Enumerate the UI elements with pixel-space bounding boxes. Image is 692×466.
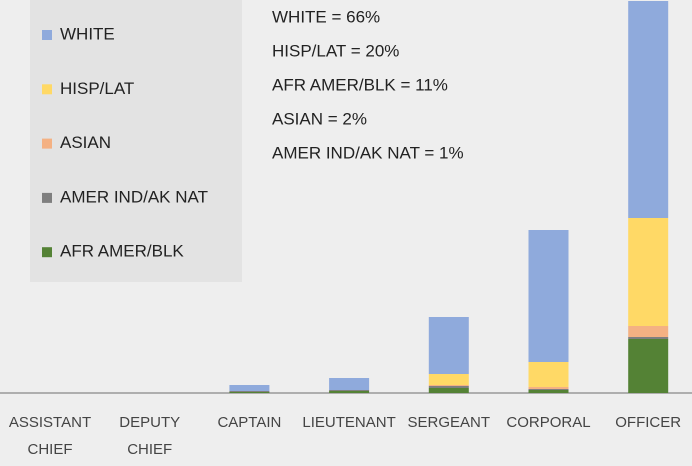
bar-segment: [329, 378, 370, 390]
legend-label: ASIAN: [60, 133, 111, 152]
bar-segment: [628, 339, 669, 393]
x-tick-label-line: CHIEF: [127, 441, 172, 458]
x-tick-label-line: DEPUTY: [119, 414, 180, 431]
bar-segment: [628, 326, 669, 337]
annotation: ASIAN = 2%: [272, 109, 367, 128]
legend-swatch: [42, 84, 52, 95]
x-tick-label: CAPTAIN: [217, 414, 281, 431]
bar-segment: [428, 386, 469, 388]
legend-box: [30, 0, 242, 282]
annotation: AFR AMER/BLK = 11%: [272, 75, 448, 94]
legend-swatch: [42, 192, 52, 203]
bar-segment: [428, 374, 469, 385]
bar-segment: [428, 388, 469, 393]
x-tick-label-line: CHIEF: [28, 441, 73, 458]
bar-segment: [428, 317, 469, 374]
legend-label: HISP/LAT: [60, 79, 134, 98]
x-tick-label: SERGEANT: [408, 414, 491, 431]
x-tick-label: OFFICER: [615, 414, 681, 431]
bar-segment: [229, 385, 270, 391]
x-tick-label: DEPUTY CHIEF: [119, 414, 180, 458]
x-tick-label-line: ASSISTANT: [9, 414, 91, 431]
bar-segment: [628, 337, 669, 339]
bar-segment: [528, 230, 569, 362]
bar-segment: [428, 385, 469, 386]
bar-segment: [528, 362, 569, 387]
legend-swatch: [42, 30, 52, 40]
bar-segment: [528, 390, 569, 393]
bar-segment: [528, 389, 569, 390]
bar-segment: [528, 387, 569, 389]
annotation: WHITE = 66%: [272, 7, 380, 26]
bar-segment: [229, 391, 270, 392]
bar-segment: [329, 391, 370, 393]
x-tick-label: LIEUTENANT: [302, 414, 395, 431]
legend-label: AMER IND/AK NAT: [60, 187, 208, 206]
bar-segment: [229, 392, 270, 393]
annotation: AMER IND/AK NAT = 1%: [272, 143, 464, 162]
legend-swatch: [42, 138, 52, 149]
x-tick-label: CORPORAL: [506, 414, 590, 431]
x-tick-label: ASSISTANT CHIEF: [9, 414, 91, 458]
bar-segment: [329, 390, 370, 391]
bar-segment: [628, 1, 669, 218]
legend-swatch: [42, 247, 52, 258]
annotation: HISP/LAT = 20%: [272, 41, 399, 60]
legend-label: WHITE: [60, 24, 115, 43]
bar-segment: [628, 218, 669, 326]
legend-label: AFR AMER/BLK: [60, 242, 184, 261]
